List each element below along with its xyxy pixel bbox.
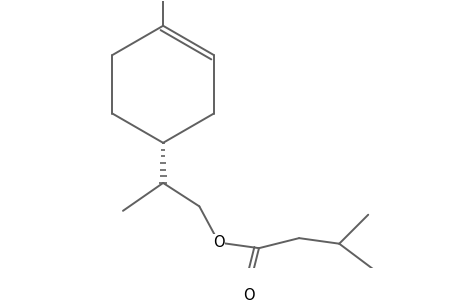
Text: O: O (243, 288, 254, 300)
Text: O: O (213, 235, 224, 250)
